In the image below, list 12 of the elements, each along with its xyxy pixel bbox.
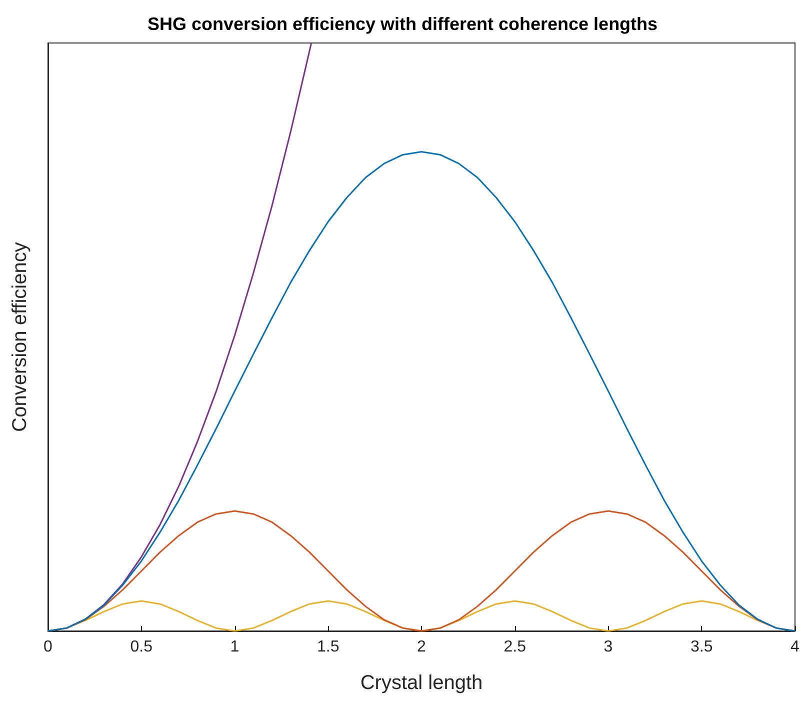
x-tick-label: 4 xyxy=(790,638,800,656)
x-tick-label: 3 xyxy=(604,638,613,656)
chart-title: SHG conversion efficiency with different coherence lengths xyxy=(147,14,658,34)
x-tick-label: 2 xyxy=(417,638,426,656)
x-tick-label: 1.5 xyxy=(317,638,340,656)
x-tick-label: 0 xyxy=(44,638,53,656)
x-axis-title: Crystal length xyxy=(360,672,483,694)
x-tick-label: 3.5 xyxy=(690,638,713,656)
y-axis-title: Conversion efficiency xyxy=(9,242,31,432)
x-tick-label: 0.5 xyxy=(130,638,153,656)
x-tick-label: 1 xyxy=(230,638,240,656)
x-tick-label: 2.5 xyxy=(504,638,526,656)
